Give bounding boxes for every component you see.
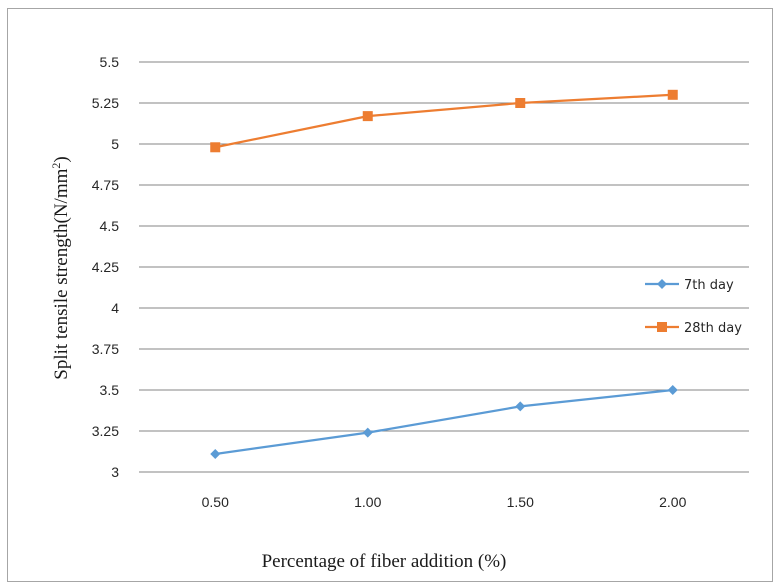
series-0 [210,385,678,459]
x-tick-label: 1.50 [507,494,534,510]
y-axis-title-end: ) [51,156,72,162]
y-tick-label: 3.25 [92,423,119,439]
data-point [362,111,373,122]
y-tick-label: 4 [111,300,119,316]
legend-marker [657,322,667,332]
series-line [215,388,673,456]
series-lines [210,89,678,459]
y-tick-label: 4.5 [100,218,120,234]
legend: 7th day 28th day [645,278,742,336]
legend-label: 28th day [684,321,742,336]
gridlines [139,61,749,473]
data-point [362,427,373,438]
data-point [210,448,221,459]
y-tick-label: 4.75 [92,177,119,193]
series-line [215,93,673,149]
y-tick-label: 5.25 [92,95,119,111]
y-axis-title-superscript: 2 [49,163,63,169]
legend-marker [657,279,667,289]
y-axis-title-main: Split tensile strength(N/mm [51,168,72,379]
series-1 [210,89,678,153]
y-axis-ticks: 3 3.25 3.5 3.75 4 4.25 4.5 4.75 5 5.25 5.5 [92,54,119,480]
x-tick-label: 1.00 [354,494,381,510]
data-point [667,89,678,100]
x-tick-label: 2.00 [659,494,686,510]
y-axis-title: Split tensile strength(N/mm2) [49,156,72,379]
y-tick-label: 3.5 [100,382,120,398]
chart-frame [7,8,773,582]
y-tick-label: 5 [111,136,119,152]
data-point [667,385,678,395]
legend-label: 7th day [684,278,734,293]
data-point [210,142,221,153]
legend-item: 7th day [645,278,734,293]
y-tick-label: 4.25 [92,259,119,275]
x-axis-ticks: 0.50 1.00 1.50 2.00 [202,494,687,510]
x-tick-label: 0.50 [202,494,229,510]
data-point [515,401,526,412]
data-point [515,98,526,108]
y-tick-label: 3 [111,464,119,480]
y-tick-label: 3.75 [92,341,119,357]
y-tick-label: 5.5 [100,54,120,70]
x-axis-title: Percentage of fiber addition (%) [262,551,507,572]
legend-item: 28th day [645,321,742,336]
